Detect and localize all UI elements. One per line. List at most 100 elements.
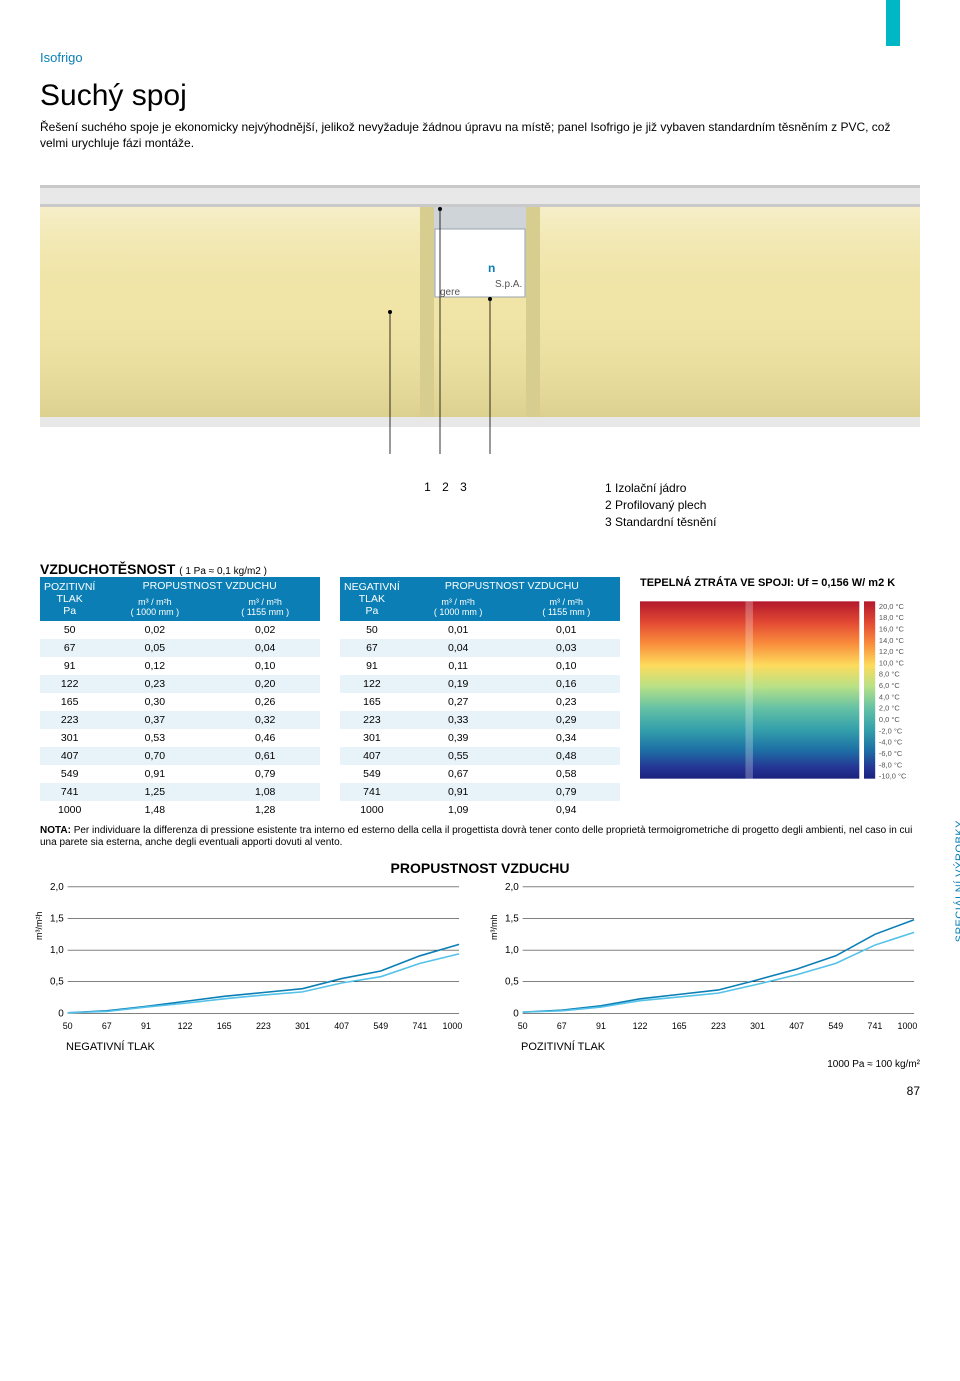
table-cell: 0,61	[210, 747, 320, 765]
table-cell: 67	[340, 639, 404, 657]
svg-text:2,0 °C: 2,0 °C	[879, 703, 900, 712]
chart-negative: m³/m²h 2,01,51,00,5050679112216522330140…	[40, 880, 465, 1053]
svg-text:223: 223	[711, 1021, 726, 1031]
x-axis-label: POZITIVNÍ TLAK	[495, 1041, 920, 1053]
table-row: 2230,370,32	[40, 711, 320, 729]
table-cell: 165	[340, 693, 404, 711]
svg-text:2,0: 2,0	[505, 881, 519, 892]
table-cell: 0,01	[404, 621, 513, 639]
table-row: 3010,390,34	[340, 729, 620, 747]
table-cell: 0,58	[513, 765, 620, 783]
table-cell: 223	[340, 711, 404, 729]
table-cell: 0,16	[513, 675, 620, 693]
table-cell: 1,09	[404, 801, 513, 819]
chart-positive: m³/mh 2,01,51,00,50506791122165223301407…	[495, 880, 920, 1053]
table-cell: 0,04	[210, 639, 320, 657]
table-row: 4070,700,61	[40, 747, 320, 765]
svg-text:8,0 °C: 8,0 °C	[879, 670, 900, 679]
svg-text:122: 122	[178, 1021, 193, 1031]
svg-text:gere: gere	[440, 287, 460, 298]
svg-text:67: 67	[102, 1021, 112, 1031]
table-row: 1650,270,23	[340, 693, 620, 711]
table-row: 7410,910,79	[340, 783, 620, 801]
svg-text:12,0 °C: 12,0 °C	[879, 647, 905, 656]
table-cell: 0,34	[513, 729, 620, 747]
table-cell: 0,26	[210, 693, 320, 711]
svg-text:407: 407	[334, 1021, 349, 1031]
table-cell: 741	[40, 783, 99, 801]
svg-text:301: 301	[295, 1021, 310, 1031]
svg-text:91: 91	[141, 1021, 151, 1031]
table-cell: 67	[40, 639, 99, 657]
svg-text:20,0 °C: 20,0 °C	[879, 602, 905, 611]
table-row: 910,120,10	[40, 657, 320, 675]
svg-text:1,5: 1,5	[50, 913, 64, 924]
svg-text:165: 165	[217, 1021, 232, 1031]
svg-text:407: 407	[789, 1021, 804, 1031]
table-cell: 0,32	[210, 711, 320, 729]
svg-text:549: 549	[373, 1021, 388, 1031]
svg-text:1,5: 1,5	[505, 913, 519, 924]
table-cell: 0,03	[513, 639, 620, 657]
table-cell: 407	[40, 747, 99, 765]
table-cell: 0,79	[210, 765, 320, 783]
table-cell: 122	[40, 675, 99, 693]
charts-title: PROPUSTNOST VZDUCHU	[40, 860, 920, 876]
y-axis-label: m³/m²h	[34, 911, 44, 940]
svg-text:0: 0	[58, 1008, 64, 1019]
table-row: 670,040,03	[340, 639, 620, 657]
table-cell: 0,02	[210, 621, 320, 639]
svg-text:1,0: 1,0	[50, 945, 64, 956]
table-cell: 0,33	[404, 711, 513, 729]
svg-text:16,0 °C: 16,0 °C	[879, 624, 905, 633]
svg-text:0,5: 0,5	[505, 976, 519, 987]
table-cell: 0,27	[404, 693, 513, 711]
thermal-title: TEPELNÁ ZTRÁTA VE SPOJI: Uf = 0,156 W/ m…	[640, 577, 920, 589]
table-cell: 1,48	[99, 801, 210, 819]
table-row: 4070,550,48	[340, 747, 620, 765]
table-cell: 165	[40, 693, 99, 711]
table-row: 1220,190,16	[340, 675, 620, 693]
table-cell: 0,67	[404, 765, 513, 783]
table-row: 7411,251,08	[40, 783, 320, 801]
table-cell: 1,25	[99, 783, 210, 801]
svg-text:18,0 °C: 18,0 °C	[879, 613, 905, 622]
svg-text:301: 301	[750, 1021, 765, 1031]
table-row: 670,050,04	[40, 639, 320, 657]
svg-text:549: 549	[828, 1021, 843, 1031]
table-header: PROPUSTNOST VZDUCHU	[404, 577, 620, 595]
table-row: 500,020,02	[40, 621, 320, 639]
table-cell: 0,19	[404, 675, 513, 693]
svg-text:1000 Pa: 1000 Pa	[443, 1021, 465, 1031]
svg-text:122: 122	[633, 1021, 648, 1031]
table-cell: 0,70	[99, 747, 210, 765]
svg-text:741: 741	[413, 1021, 428, 1031]
svg-text:S.p.A.: S.p.A.	[495, 279, 522, 290]
table-cell: 549	[40, 765, 99, 783]
svg-text:91: 91	[596, 1021, 606, 1031]
svg-text:6,0 °C: 6,0 °C	[879, 681, 900, 690]
thermal-loss-panel: TEPELNÁ ZTRÁTA VE SPOJI: Uf = 0,156 W/ m…	[640, 577, 920, 788]
nota-paragraph: NOTA: Per individuare la differenza di p…	[40, 825, 920, 850]
table-cell: 50	[340, 621, 404, 639]
svg-text:n: n	[488, 261, 495, 275]
svg-text:67: 67	[557, 1021, 567, 1031]
table-cell: 0,55	[404, 747, 513, 765]
table-header: NEGATIVNÍ TLAK Pa	[340, 577, 404, 621]
table-cell: 0,29	[513, 711, 620, 729]
panel-diagram: n S.p.A. gere	[40, 169, 920, 459]
svg-text:-8,0 °C: -8,0 °C	[879, 760, 903, 769]
page-title: Suchý spoj	[40, 79, 920, 113]
svg-text:-4,0 °C: -4,0 °C	[879, 737, 903, 746]
legend-item: 1 Izolační jádro	[605, 480, 920, 497]
table-cell: 91	[40, 657, 99, 675]
table-header: m³ / m²h ( 1000 mm )	[99, 595, 210, 621]
table-cell: 0,91	[404, 783, 513, 801]
table-cell: 1,08	[210, 783, 320, 801]
table-header: m³ / m²h ( 1155 mm )	[513, 595, 620, 621]
table-header: POZITIVNÍ TLAK Pa	[40, 577, 99, 621]
table-header: m³ / m²h ( 1155 mm )	[210, 595, 320, 621]
thermal-gradient-image: 20,0 °C18,0 °C16,0 °C14,0 °C12,0 °C10,0 …	[640, 595, 920, 785]
table-row: 2230,330,29	[340, 711, 620, 729]
diagram-legend: 1 Izolační jádro 2 Profilovaný plech 3 S…	[605, 480, 920, 530]
